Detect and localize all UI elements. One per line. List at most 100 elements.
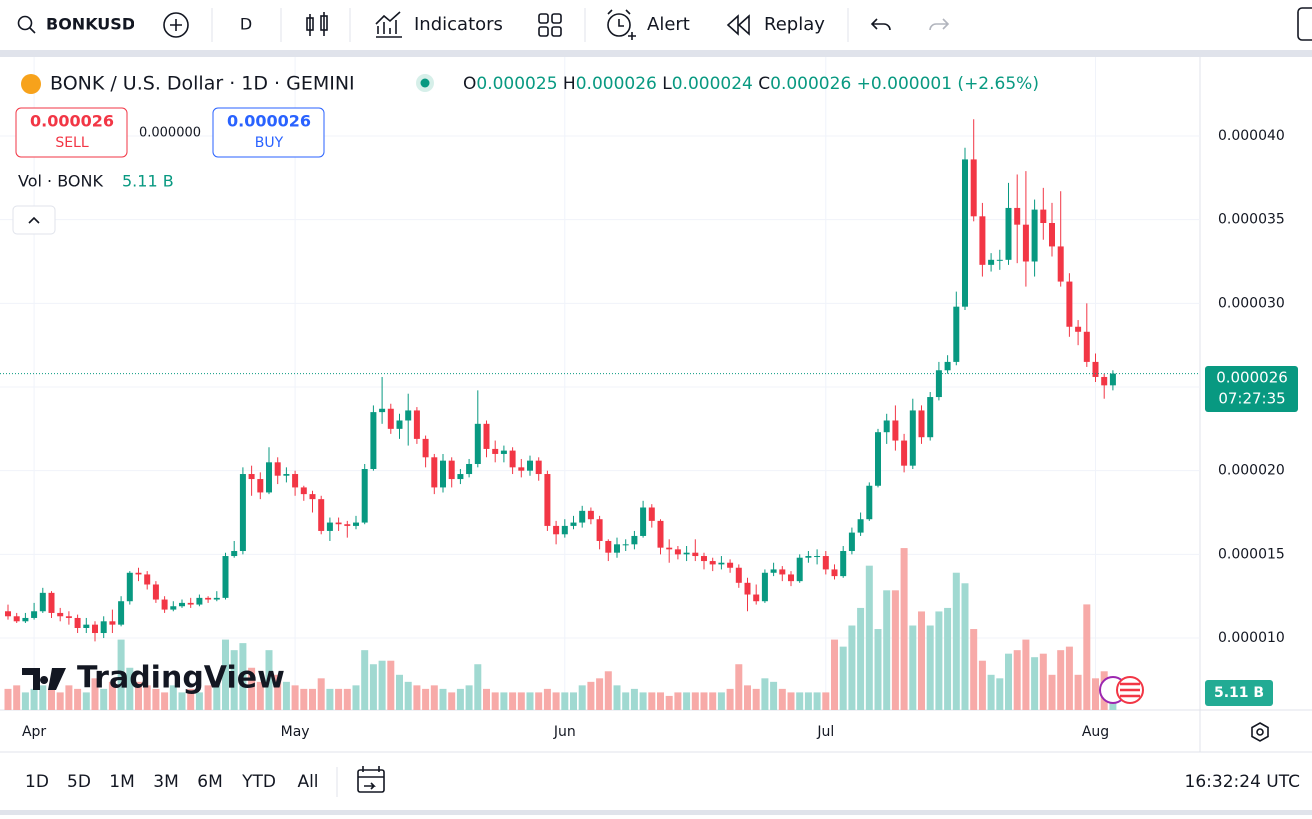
volume-bar (1005, 654, 1012, 710)
volume-bar (65, 685, 72, 710)
candle-body (849, 533, 855, 551)
replay[interactable]: Replay (764, 14, 825, 35)
collapse-button[interactable] (13, 206, 55, 234)
volume-bar (466, 685, 473, 710)
volume-bar (901, 548, 908, 710)
ohlc-label: O (463, 74, 476, 94)
range-button[interactable]: 6M (197, 772, 222, 792)
candle-body (1075, 327, 1081, 332)
candle-body (605, 541, 611, 553)
volume-bar (483, 689, 490, 710)
volume-bar (614, 685, 621, 710)
volume-bar (570, 692, 577, 710)
volume-bar (326, 689, 333, 710)
ohlc-value: 0.000026 (576, 74, 657, 94)
volume-bar (300, 689, 307, 710)
volume-bar (440, 689, 447, 710)
candle-body (658, 521, 664, 548)
candle-body (631, 536, 637, 544)
symbol-clip: BONKUSD (46, 15, 135, 34)
candle-body (649, 508, 655, 521)
candle-body (22, 618, 28, 621)
volume-bar (448, 692, 455, 710)
volume-bar (683, 692, 690, 710)
candle-body (562, 526, 568, 534)
volume-bar (796, 692, 803, 710)
range-button[interactable]: All (297, 772, 318, 792)
volume-bar (944, 608, 951, 710)
range-button[interactable]: 1M (109, 772, 134, 792)
candle-body (31, 611, 37, 618)
candle-body (492, 449, 498, 454)
volume-bar (857, 608, 864, 710)
candle-body (640, 508, 646, 536)
candle-body (188, 603, 194, 605)
volume-legend-value: 5.11 B (122, 172, 174, 191)
candle-body (170, 606, 176, 609)
y-tick-label: 0.000015 (1218, 546, 1285, 562)
alert[interactable]: Alert (647, 14, 690, 35)
candle-body (971, 159, 977, 216)
volume-bar (988, 675, 995, 710)
candle-body (501, 451, 507, 454)
volume-bar (866, 566, 873, 710)
candle-body (571, 523, 577, 526)
candle-body (136, 573, 142, 575)
indicators[interactable]: Indicators (414, 14, 503, 35)
volume-bar (848, 626, 855, 710)
candle-body (1084, 332, 1090, 362)
volume-bar (309, 689, 316, 710)
candle-body (75, 618, 81, 628)
candle-body (927, 397, 933, 437)
symbol[interactable]: BONKUSD (46, 15, 135, 34)
candle-body (449, 461, 455, 479)
volume-bar (622, 692, 629, 710)
volume-bar (544, 689, 551, 710)
candle-body (823, 556, 829, 569)
buy-label: BUY (255, 135, 284, 151)
volume-bar (744, 685, 751, 710)
ohlc-value: 0.000025 (476, 74, 557, 94)
range-button[interactable]: YTD (241, 772, 276, 792)
candle-body (762, 573, 768, 601)
volume-bar (1092, 678, 1099, 710)
candle-body (475, 424, 481, 464)
volume-bar (709, 692, 716, 710)
candle-body (710, 561, 716, 564)
volume-bar (875, 629, 882, 710)
candle-body (997, 260, 1003, 261)
candle-body (179, 603, 185, 606)
candle-body (353, 523, 359, 526)
candle-body (536, 461, 542, 474)
range-button[interactable]: 5D (67, 772, 91, 792)
candle-body (936, 370, 942, 397)
watermark-text: TradingView (77, 661, 285, 696)
ohlc-label: C (758, 74, 770, 94)
candle-body (49, 593, 55, 613)
range-button[interactable]: 3M (153, 772, 178, 792)
candle-body (718, 563, 724, 565)
candle-body (223, 556, 229, 598)
interval[interactable]: D (240, 15, 252, 34)
candle-body (788, 574, 794, 581)
volume-bar (579, 685, 586, 710)
volume-bar (935, 611, 942, 710)
candle-body (275, 462, 281, 475)
countdown: 07:27:35 (1218, 390, 1285, 408)
volume-bar (996, 678, 1003, 710)
y-tick-label: 0.000035 (1218, 212, 1285, 228)
candle-body (1032, 210, 1038, 262)
volume-bar (674, 692, 681, 710)
candle-body (945, 362, 951, 370)
candle-body (866, 486, 872, 519)
candle-body (988, 260, 994, 265)
volume-bar (840, 647, 847, 710)
volume-bar (335, 689, 342, 710)
candle-body (919, 410, 925, 437)
range-button[interactable]: 1D (25, 772, 49, 792)
candle-body (301, 487, 307, 494)
market-status-dot (421, 79, 430, 88)
candle-body (579, 511, 585, 523)
bottom-edge (0, 810, 1312, 815)
